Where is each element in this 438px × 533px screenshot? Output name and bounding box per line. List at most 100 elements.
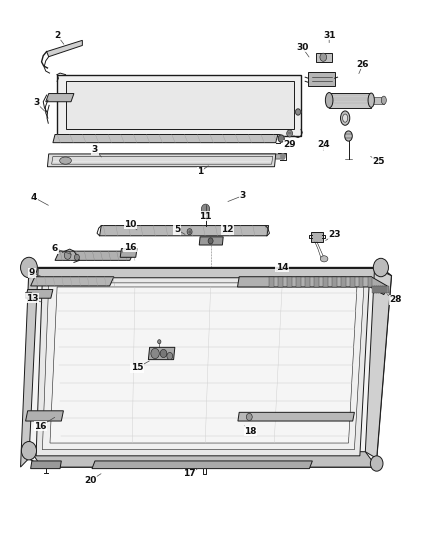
Circle shape [167, 352, 173, 360]
Text: 15: 15 [131, 364, 143, 373]
Ellipse shape [381, 96, 386, 104]
Text: 10: 10 [124, 220, 137, 229]
Polygon shape [368, 277, 387, 295]
Polygon shape [42, 283, 364, 450]
Bar [314, 277, 318, 287]
Polygon shape [46, 41, 82, 56]
Text: 1: 1 [197, 167, 203, 176]
Text: 25: 25 [373, 157, 385, 166]
Ellipse shape [325, 93, 333, 108]
Circle shape [151, 349, 159, 359]
Polygon shape [29, 448, 377, 467]
Polygon shape [29, 268, 381, 278]
Circle shape [278, 135, 284, 142]
Text: 4: 4 [31, 193, 37, 202]
Bar [386, 286, 389, 293]
Text: 30: 30 [296, 43, 308, 52]
Bar [341, 277, 346, 287]
Polygon shape [199, 237, 223, 245]
Circle shape [296, 109, 300, 115]
Text: 6: 6 [52, 244, 58, 253]
Bar [350, 277, 354, 287]
Bar [378, 286, 381, 293]
Circle shape [371, 456, 383, 471]
Polygon shape [29, 268, 392, 467]
Text: 5: 5 [174, 225, 180, 234]
Text: 3: 3 [239, 191, 245, 200]
Text: 3: 3 [92, 146, 98, 155]
Ellipse shape [340, 111, 350, 125]
Circle shape [160, 350, 167, 358]
Polygon shape [92, 461, 312, 469]
Text: 29: 29 [283, 140, 296, 149]
Ellipse shape [368, 93, 374, 107]
Polygon shape [31, 461, 61, 469]
Polygon shape [237, 277, 371, 287]
Text: 31: 31 [323, 31, 336, 40]
Polygon shape [47, 154, 276, 167]
Text: 16: 16 [124, 243, 136, 252]
Ellipse shape [345, 131, 352, 141]
Bar [374, 286, 377, 293]
Circle shape [187, 229, 192, 235]
Bar [376, 286, 379, 293]
Circle shape [21, 441, 36, 460]
Circle shape [21, 257, 37, 278]
Polygon shape [46, 94, 74, 102]
Polygon shape [53, 134, 278, 143]
Polygon shape [238, 413, 354, 421]
Text: 20: 20 [85, 476, 97, 485]
Text: 18: 18 [244, 427, 257, 436]
Circle shape [281, 154, 285, 159]
Text: 28: 28 [389, 295, 402, 304]
Polygon shape [316, 53, 332, 62]
Circle shape [201, 204, 210, 214]
Text: 13: 13 [26, 294, 38, 303]
Text: 17: 17 [183, 469, 196, 478]
Bar [332, 277, 336, 287]
Text: 12: 12 [221, 225, 233, 234]
Bar [297, 277, 300, 287]
Text: 3: 3 [33, 98, 39, 107]
Polygon shape [21, 268, 38, 467]
Text: 9: 9 [29, 268, 35, 277]
Polygon shape [66, 81, 294, 130]
Bar [287, 277, 292, 287]
Text: 14: 14 [276, 263, 288, 272]
Bar [372, 286, 375, 293]
Polygon shape [365, 268, 392, 458]
Circle shape [320, 53, 327, 61]
Text: 16: 16 [34, 422, 46, 431]
Polygon shape [57, 75, 301, 136]
Polygon shape [92, 154, 286, 159]
Polygon shape [25, 411, 64, 421]
Bar [269, 277, 274, 287]
Bar [382, 286, 385, 293]
Bar [323, 277, 328, 287]
Polygon shape [120, 248, 137, 257]
Polygon shape [311, 232, 323, 242]
Circle shape [287, 130, 293, 137]
Bar [385, 286, 387, 293]
Circle shape [373, 259, 389, 277]
Polygon shape [329, 93, 371, 108]
Bar [368, 277, 372, 287]
Circle shape [74, 254, 79, 260]
Polygon shape [52, 157, 273, 164]
Polygon shape [148, 348, 175, 360]
Bar [305, 277, 310, 287]
Circle shape [158, 340, 161, 344]
Text: 11: 11 [199, 212, 212, 221]
Polygon shape [31, 277, 114, 286]
Polygon shape [308, 72, 335, 86]
Text: 26: 26 [357, 60, 369, 69]
Text: 24: 24 [317, 140, 329, 149]
Circle shape [208, 238, 213, 244]
Circle shape [246, 414, 252, 421]
Ellipse shape [343, 114, 348, 122]
Polygon shape [36, 278, 370, 456]
Polygon shape [371, 96, 384, 104]
Polygon shape [25, 289, 53, 298]
Bar [381, 286, 383, 293]
Polygon shape [55, 251, 134, 260]
